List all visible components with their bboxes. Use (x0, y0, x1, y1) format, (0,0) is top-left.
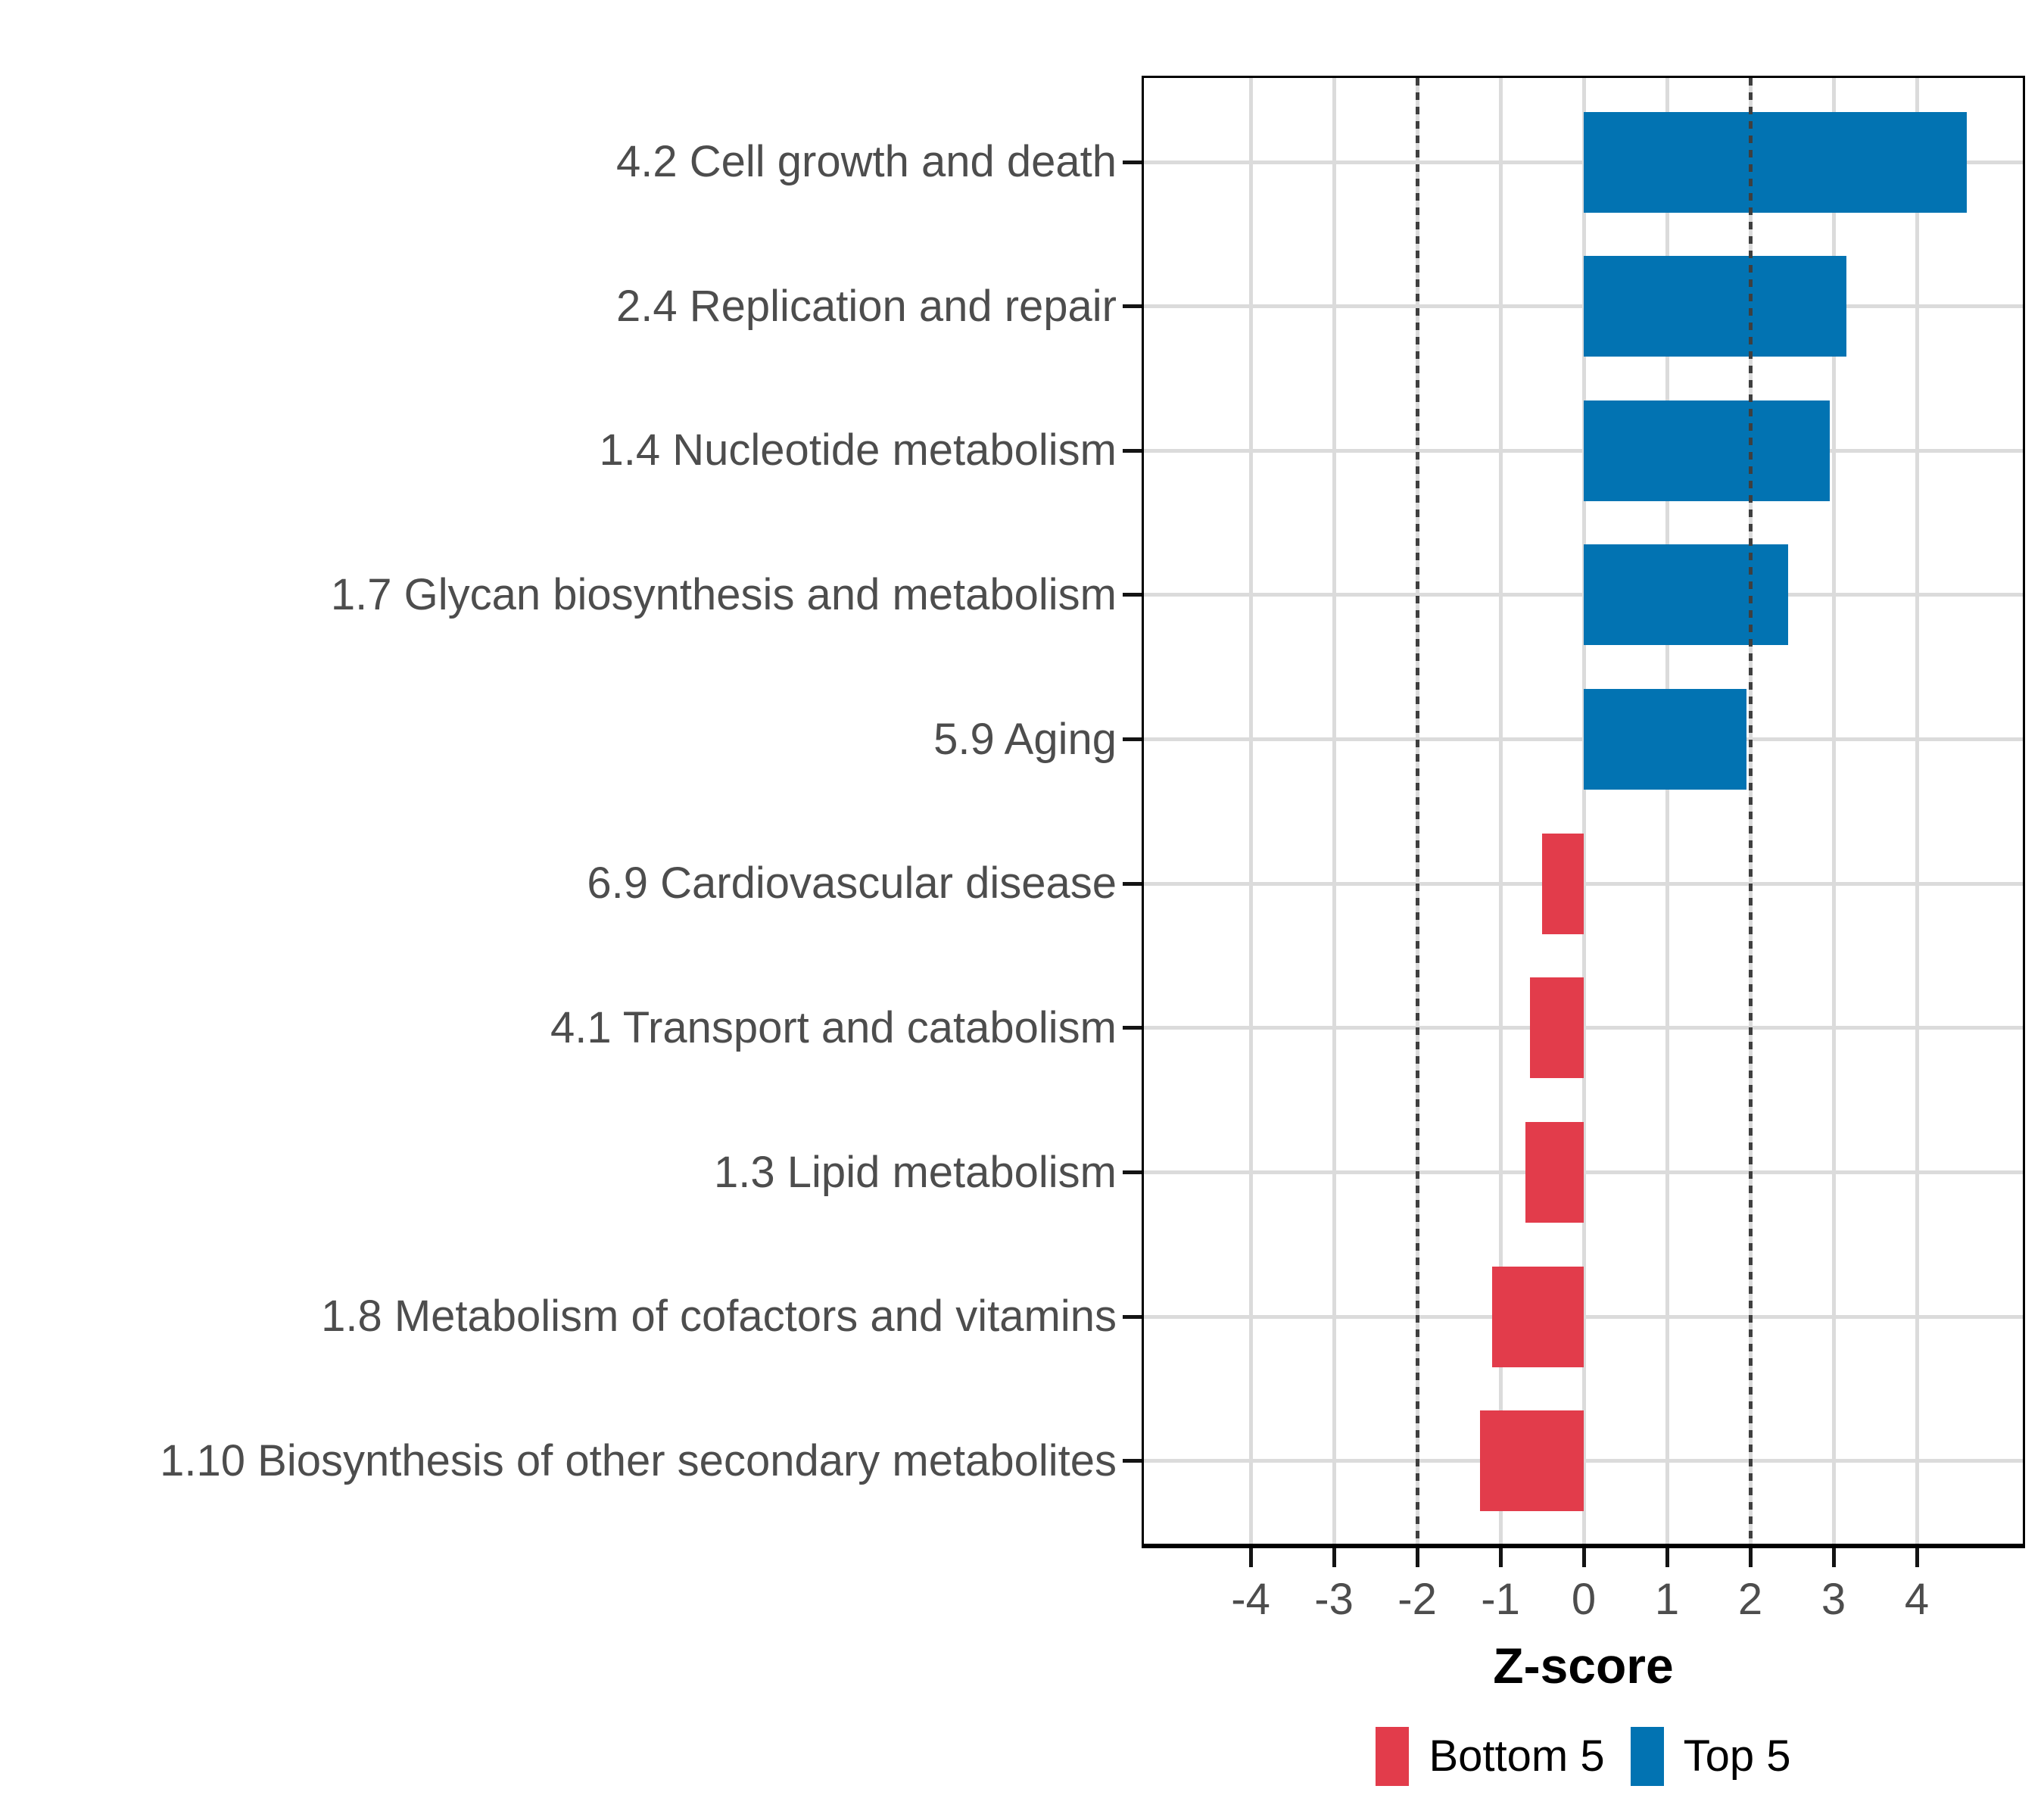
bar-top-5 (1584, 111, 1967, 213)
x-axis-tick-label: 3 (1821, 1575, 1846, 1624)
legend-item: Top 5 (1630, 1727, 1791, 1786)
bar-top-5 (1584, 544, 1788, 646)
bar-bottom-5 (1542, 833, 1584, 934)
plot-panel (1142, 76, 2025, 1548)
x-gridline (1498, 78, 1503, 1544)
x-axis-tick-label: -2 (1397, 1575, 1437, 1624)
x-tick-mark (1581, 1548, 1586, 1567)
x-tick-mark (1665, 1548, 1669, 1567)
bar-bottom-5 (1492, 1266, 1584, 1367)
legend-label: Bottom 5 (1429, 1731, 1605, 1781)
legend-label: Top 5 (1683, 1731, 1791, 1781)
y-gridline (1144, 160, 2023, 164)
legend-swatch-top-5 (1630, 1727, 1664, 1786)
y-axis-label: 4.1 Transport and catabolism (550, 1002, 1117, 1052)
y-tick-mark (1123, 1314, 1142, 1319)
y-tick-mark (1123, 881, 1142, 886)
x-gridline (1332, 78, 1336, 1544)
y-tick-mark (1123, 304, 1142, 309)
bar-top-5 (1584, 400, 1830, 501)
y-axis-label: 2.4 Replication and repair (616, 281, 1117, 331)
y-tick-mark (1123, 1026, 1142, 1030)
y-gridline (1144, 304, 2023, 309)
x-axis-tick-label: 0 (1571, 1575, 1597, 1624)
x-gridline (1581, 78, 1586, 1544)
x-axis-tick-label: -4 (1231, 1575, 1270, 1624)
y-gridline (1144, 737, 2023, 742)
y-tick-mark (1123, 737, 1142, 742)
y-tick-mark (1123, 593, 1142, 597)
bar-top-5 (1584, 256, 1846, 357)
legend-item: Bottom 5 (1376, 1727, 1605, 1786)
x-tick-mark (1248, 1548, 1253, 1567)
x-tick-mark (1498, 1548, 1503, 1567)
x-axis-tick-label: -1 (1481, 1575, 1520, 1624)
y-axis-label: 1.4 Nucleotide metabolism (599, 425, 1117, 475)
y-gridline (1144, 448, 2023, 453)
y-axis-label: 6.9 Cardiovascular disease (587, 859, 1117, 908)
y-axis-label: 1.3 Lipid metabolism (714, 1147, 1117, 1197)
x-axis-title: Z-score (1493, 1638, 1674, 1694)
x-axis-tick-label: 4 (1904, 1575, 1930, 1624)
y-axis-label: 1.8 Metabolism of cofactors and vitamins (321, 1292, 1117, 1342)
x-tick-mark (1915, 1548, 1919, 1567)
reference-line (1415, 78, 1419, 1544)
x-tick-mark (1332, 1548, 1336, 1567)
x-tick-mark (1831, 1548, 1836, 1567)
x-axis-tick-label: -3 (1314, 1575, 1354, 1624)
bar-top-5 (1584, 689, 1746, 790)
x-gridline (1248, 78, 1253, 1544)
y-tick-mark (1123, 1170, 1142, 1175)
x-axis-tick-label: 2 (1737, 1575, 1763, 1624)
bar-bottom-5 (1525, 1122, 1584, 1223)
y-tick-mark (1123, 160, 1142, 164)
y-gridline (1144, 593, 2023, 597)
x-gridline (1665, 78, 1669, 1544)
legend: Bottom 5 Top 5 (1142, 1727, 2025, 1786)
x-tick-mark (1748, 1548, 1753, 1567)
bar-bottom-5 (1479, 1410, 1584, 1512)
x-tick-mark (1415, 1548, 1419, 1567)
reference-line (1748, 78, 1753, 1544)
x-gridline (1915, 78, 1919, 1544)
x-gridline (1831, 78, 1836, 1544)
x-axis-tick-label: 1 (1654, 1575, 1680, 1624)
y-tick-mark (1123, 1459, 1142, 1463)
bar-bottom-5 (1529, 977, 1584, 1079)
y-tick-mark (1123, 448, 1142, 453)
y-axis-label: 1.7 Glycan biosynthesis and metabolism (330, 569, 1117, 619)
y-axis-label: 5.9 Aging (933, 714, 1117, 764)
y-axis-label: 4.2 Cell growth and death (616, 137, 1117, 186)
legend-swatch-bottom-5 (1376, 1727, 1410, 1786)
y-axis-label: 1.10 Biosynthesis of other secondary met… (160, 1435, 1117, 1485)
